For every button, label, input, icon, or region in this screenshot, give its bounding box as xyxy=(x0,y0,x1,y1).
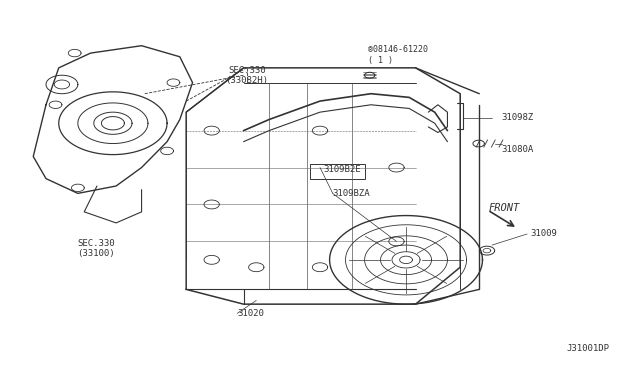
Text: ®08146-61220
( 1 ): ®08146-61220 ( 1 ) xyxy=(368,45,428,65)
Text: 31020: 31020 xyxy=(237,309,264,318)
Text: FRONT: FRONT xyxy=(489,203,520,213)
Text: 3109BZA: 3109BZA xyxy=(333,189,371,198)
Text: 31098Z: 31098Z xyxy=(502,113,534,122)
FancyBboxPatch shape xyxy=(310,164,365,179)
Text: 31080A: 31080A xyxy=(502,145,534,154)
Text: J31001DP: J31001DP xyxy=(566,344,609,353)
Text: SEC.330
(33082H): SEC.330 (33082H) xyxy=(225,65,268,85)
Text: 3109B2E: 3109B2E xyxy=(323,165,361,174)
Text: SEC.330
(33100): SEC.330 (33100) xyxy=(77,239,115,259)
Text: 31009: 31009 xyxy=(531,230,557,238)
